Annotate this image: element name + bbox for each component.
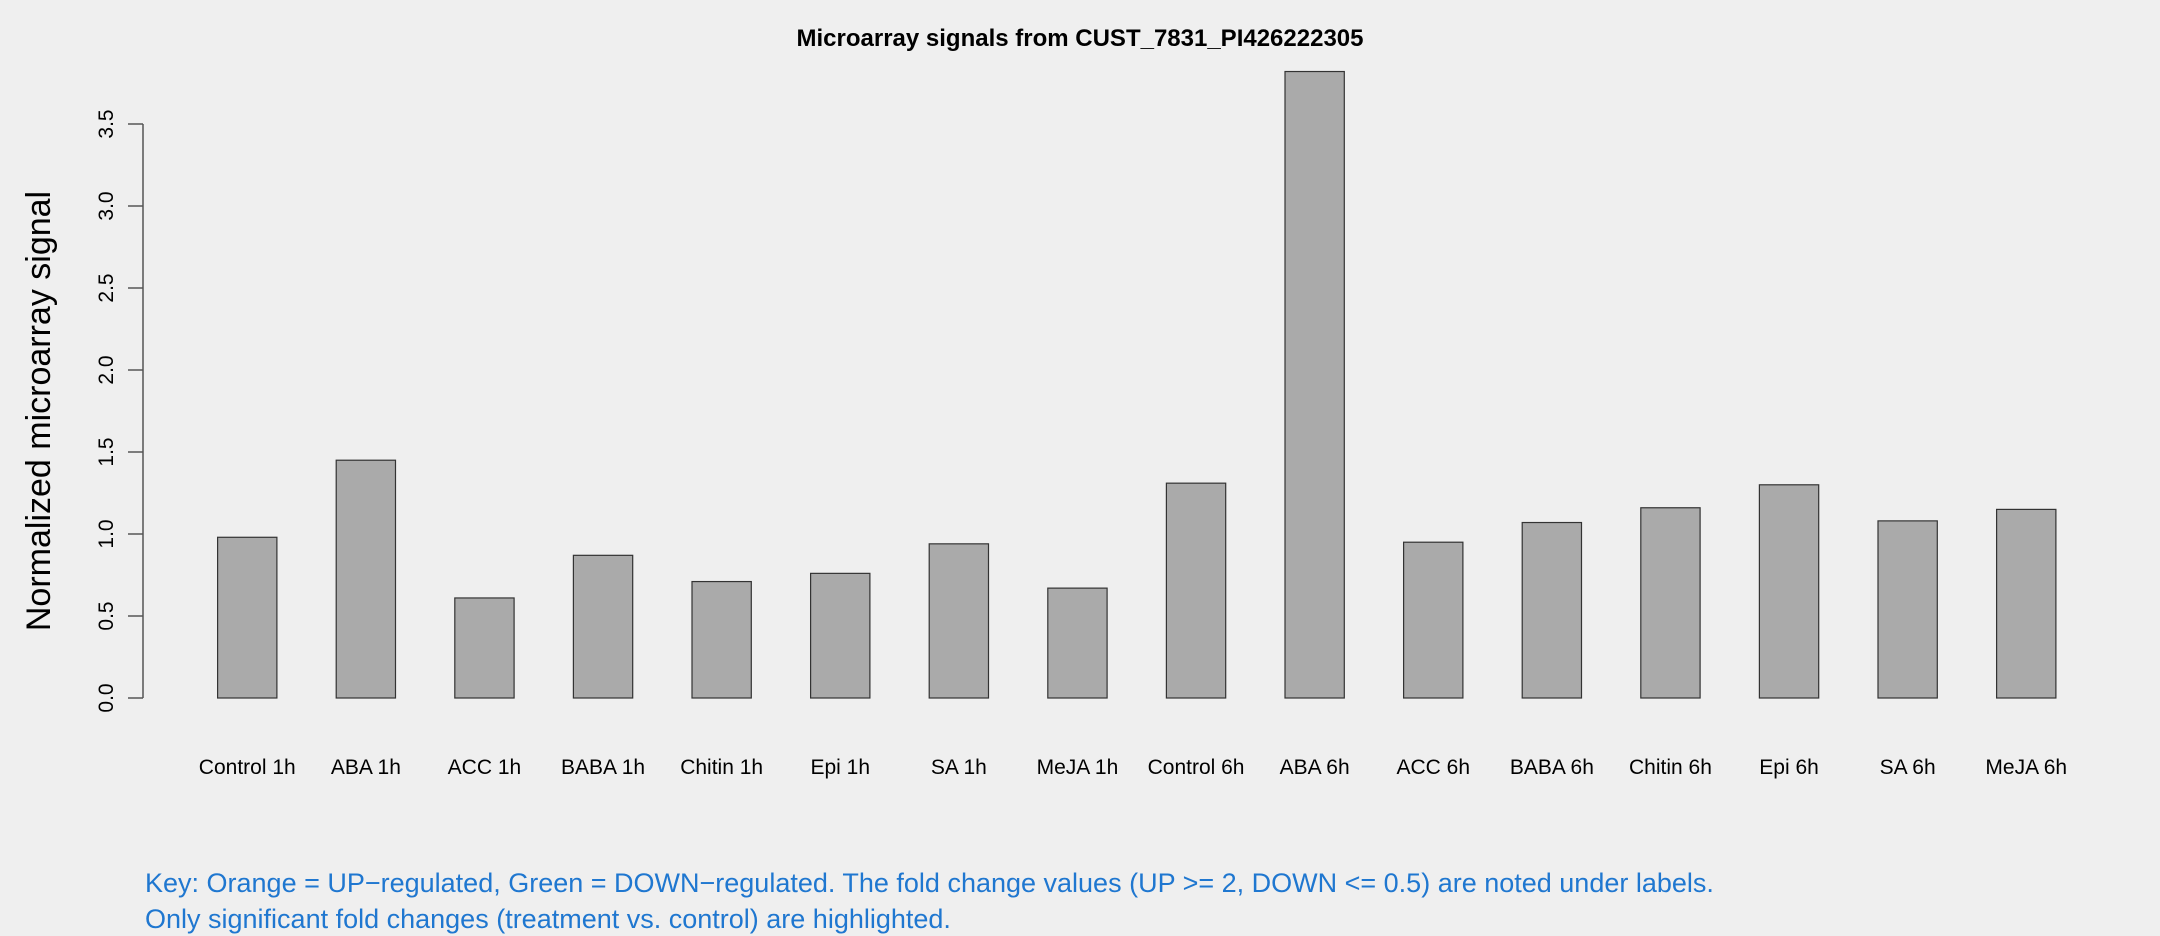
x-tick-label: ACC 6h: [1396, 756, 1470, 779]
y-axis-label: Normalized microarray signal: [20, 191, 58, 631]
y-tick-label: 3.5: [95, 109, 118, 138]
bar-baba-1h: [572, 554, 634, 699]
y-tick-label: 0.5: [95, 601, 118, 630]
x-tick-label: Control 1h: [199, 756, 296, 779]
bar-chitin-1h: [691, 580, 752, 699]
x-tick-label: SA 1h: [931, 756, 987, 779]
x-tick-label: MeJA 1h: [1037, 756, 1119, 779]
x-tick-label: SA 6h: [1880, 756, 1936, 779]
bar-control-1h: [217, 536, 278, 699]
x-tick-label: MeJA 6h: [1985, 756, 2067, 779]
x-tick-label: ACC 1h: [448, 756, 522, 779]
y-tick-label: 0.0: [95, 683, 118, 712]
y-axis: 0.0 0.5 1.0 1.5 2.0 2.5 3.0 3.5: [95, 109, 144, 713]
bar-aba-1h: [335, 459, 397, 699]
bar-aba-6h: [1284, 70, 1345, 699]
bar-acc-1h: [454, 597, 515, 699]
x-tick-label: Chitin 6h: [1629, 756, 1712, 779]
bar-baba-6h: [1521, 521, 1583, 699]
y-tick-label: 1.0: [95, 519, 118, 548]
bar-chitin-6h: [1640, 507, 1701, 699]
x-tick-labels: Control 1h ABA 1h ACC 1h BABA 1h Chitin 1h Ep…: [199, 756, 2067, 779]
bar-epi-6h: [1758, 484, 1820, 699]
y-tick-label: 2.5: [95, 273, 118, 302]
bar-sa-1h: [928, 543, 990, 699]
bar-sa-6h: [1877, 520, 1938, 699]
bar-meja-6h: [1995, 508, 2057, 699]
bar-epi-1h: [809, 572, 871, 699]
x-tick-label: Epi 1h: [810, 756, 870, 779]
x-tick-label: ABA 1h: [331, 756, 401, 779]
x-tick-label: BABA 6h: [1510, 756, 1594, 779]
bar-acc-6h: [1402, 541, 1464, 699]
y-tick-label: 3.0: [95, 191, 118, 220]
y-tick-label: 2.0: [95, 355, 118, 384]
x-tick-label: ABA 6h: [1280, 756, 1350, 779]
x-tick-label: Epi 6h: [1759, 756, 1819, 779]
x-tick-label: Control 6h: [1148, 756, 1245, 779]
bar-meja-1h: [1047, 587, 1108, 699]
key-note-line-2: Only significant fold changes (treatment…: [145, 904, 951, 934]
y-tick-label: 1.5: [95, 437, 118, 466]
bar-control-6h: [1165, 482, 1227, 699]
bars: [217, 70, 2057, 699]
chart-title: Microarray signals from CUST_7831_PI4262…: [797, 25, 1364, 52]
x-tick-label: BABA 1h: [561, 756, 645, 779]
x-tick-label: Chitin 1h: [680, 756, 763, 779]
key-note-line-1: Key: Orange = UP−regulated, Green = DOWN…: [145, 868, 1714, 898]
